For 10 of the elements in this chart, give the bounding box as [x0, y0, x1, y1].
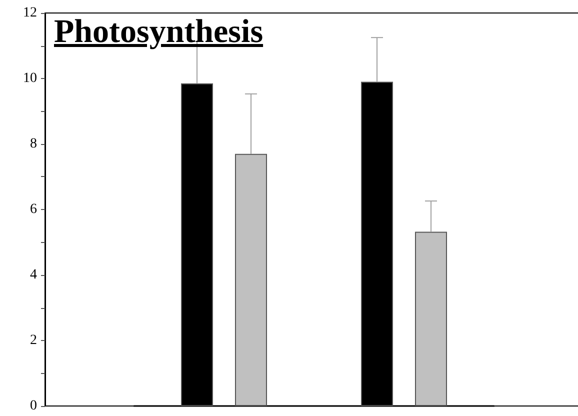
- y-tick-label: 8: [30, 136, 37, 152]
- y-tick-label: 2: [30, 333, 37, 348]
- chart-title: Photosynthesis: [54, 13, 264, 52]
- bar: [415, 232, 447, 406]
- y-tick-label: 4: [30, 268, 37, 282]
- y-tick-label: 6: [30, 202, 37, 217]
- y-tick-label: 12: [23, 6, 37, 20]
- y-tick-label: 0: [30, 398, 37, 414]
- y-tick-label: 10: [23, 71, 37, 86]
- bar: [235, 154, 267, 406]
